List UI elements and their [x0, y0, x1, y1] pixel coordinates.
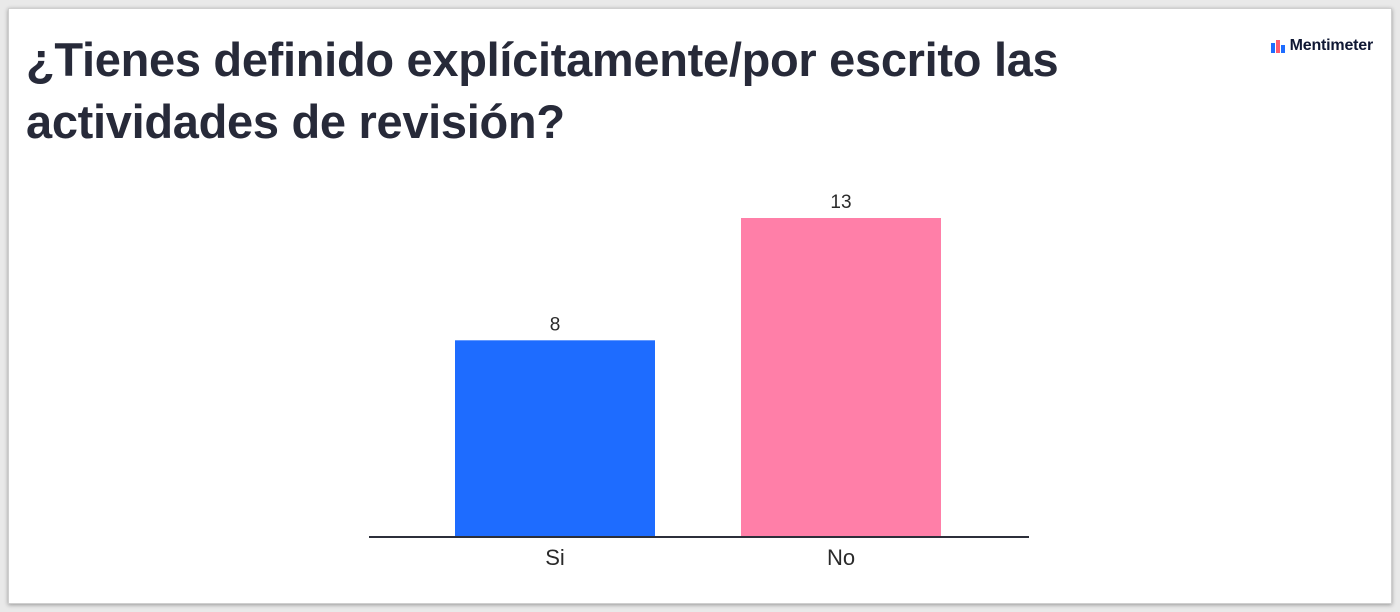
- brand-name: Mentimeter: [1289, 37, 1374, 54]
- mentimeter-logo-icon: [1270, 39, 1285, 53]
- data-label-si: 8: [550, 314, 561, 335]
- bar-si: [455, 340, 655, 536]
- category-label-si: Si: [545, 545, 565, 570]
- data-label-no: 13: [830, 192, 851, 213]
- category-label-no: No: [827, 545, 855, 570]
- mentimeter-logo: Mentimeter: [1270, 37, 1374, 55]
- slide-title: ¿Tienes definido explícitamente/por escr…: [26, 33, 1059, 148]
- slide: ¿Tienes definido explícitamente/por escr…: [8, 8, 1392, 604]
- bar-no: [741, 218, 941, 536]
- bar-chart: 8 Si 13 No: [369, 192, 1029, 570]
